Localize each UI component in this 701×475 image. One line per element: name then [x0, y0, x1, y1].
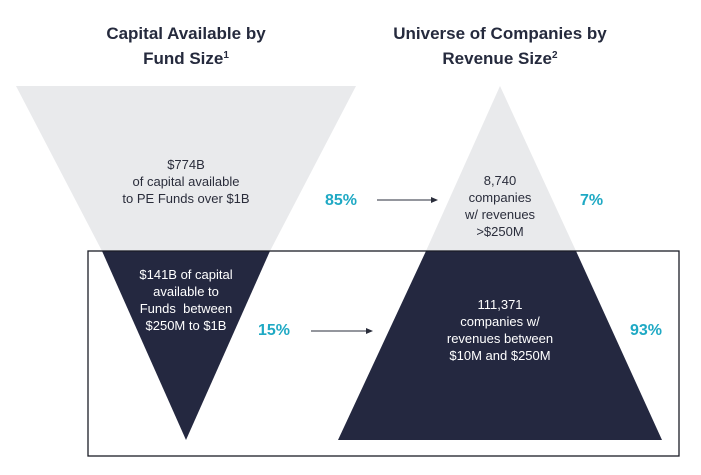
highlight-box: [87, 250, 680, 457]
right-bottom-line3: revenues between: [446, 331, 554, 346]
left-top-amount: $774B: [167, 157, 205, 172]
left-top-line3: to PE Funds over $1B: [122, 191, 250, 206]
left-funnel-bottom: [102, 251, 270, 440]
right-bottom-count: 111,371: [477, 297, 523, 312]
right-title: Universe of Companies by Revenue Size2: [385, 23, 615, 70]
left-bottom-label: $141B of capital available to Funds betw…: [116, 266, 256, 334]
right-top-line2: companies: [468, 190, 532, 205]
left-title: Capital Available by Fund Size1: [86, 23, 286, 70]
right-pyramid-top: [426, 86, 576, 251]
left-title-footnote: 1: [223, 50, 229, 61]
right-bottom-label: 111,371 companies w/ revenues between $1…: [420, 296, 580, 364]
pct-85: 85%: [325, 192, 358, 209]
arrow-15-head: [366, 328, 373, 334]
arrow-85-head: [431, 197, 438, 203]
left-title-text: Capital Available by Fund Size: [106, 24, 266, 68]
right-top-line3: w/ revenues: [464, 207, 536, 222]
left-top-line2: of capital available: [132, 174, 240, 189]
right-title-text: Universe of Companies by Revenue Size: [393, 24, 607, 68]
left-funnel-top: [16, 86, 356, 251]
left-bottom-line1: $141B of capital: [139, 267, 233, 282]
pct-7: 7%: [580, 192, 604, 209]
left-top-label: $774B of capital available to PE Funds o…: [96, 156, 276, 207]
right-title-footnote: 2: [552, 50, 558, 61]
left-bottom-line2: available to: [153, 284, 219, 299]
left-bottom-line3: Funds between: [139, 301, 233, 316]
left-bottom-line4: $250M to $1B: [145, 318, 227, 333]
pct-93: 93%: [630, 322, 663, 339]
right-bottom-line4: $10M and $250M: [449, 348, 551, 363]
right-top-count: 8,740: [483, 173, 517, 188]
right-top-label: 8,740 companies w/ revenues >$250M: [440, 172, 560, 240]
right-bottom-line2: companies w/: [460, 314, 540, 329]
right-top-line4: >$250M: [476, 224, 524, 239]
pct-15: 15%: [258, 322, 291, 339]
right-pyramid-bottom: [338, 251, 662, 440]
